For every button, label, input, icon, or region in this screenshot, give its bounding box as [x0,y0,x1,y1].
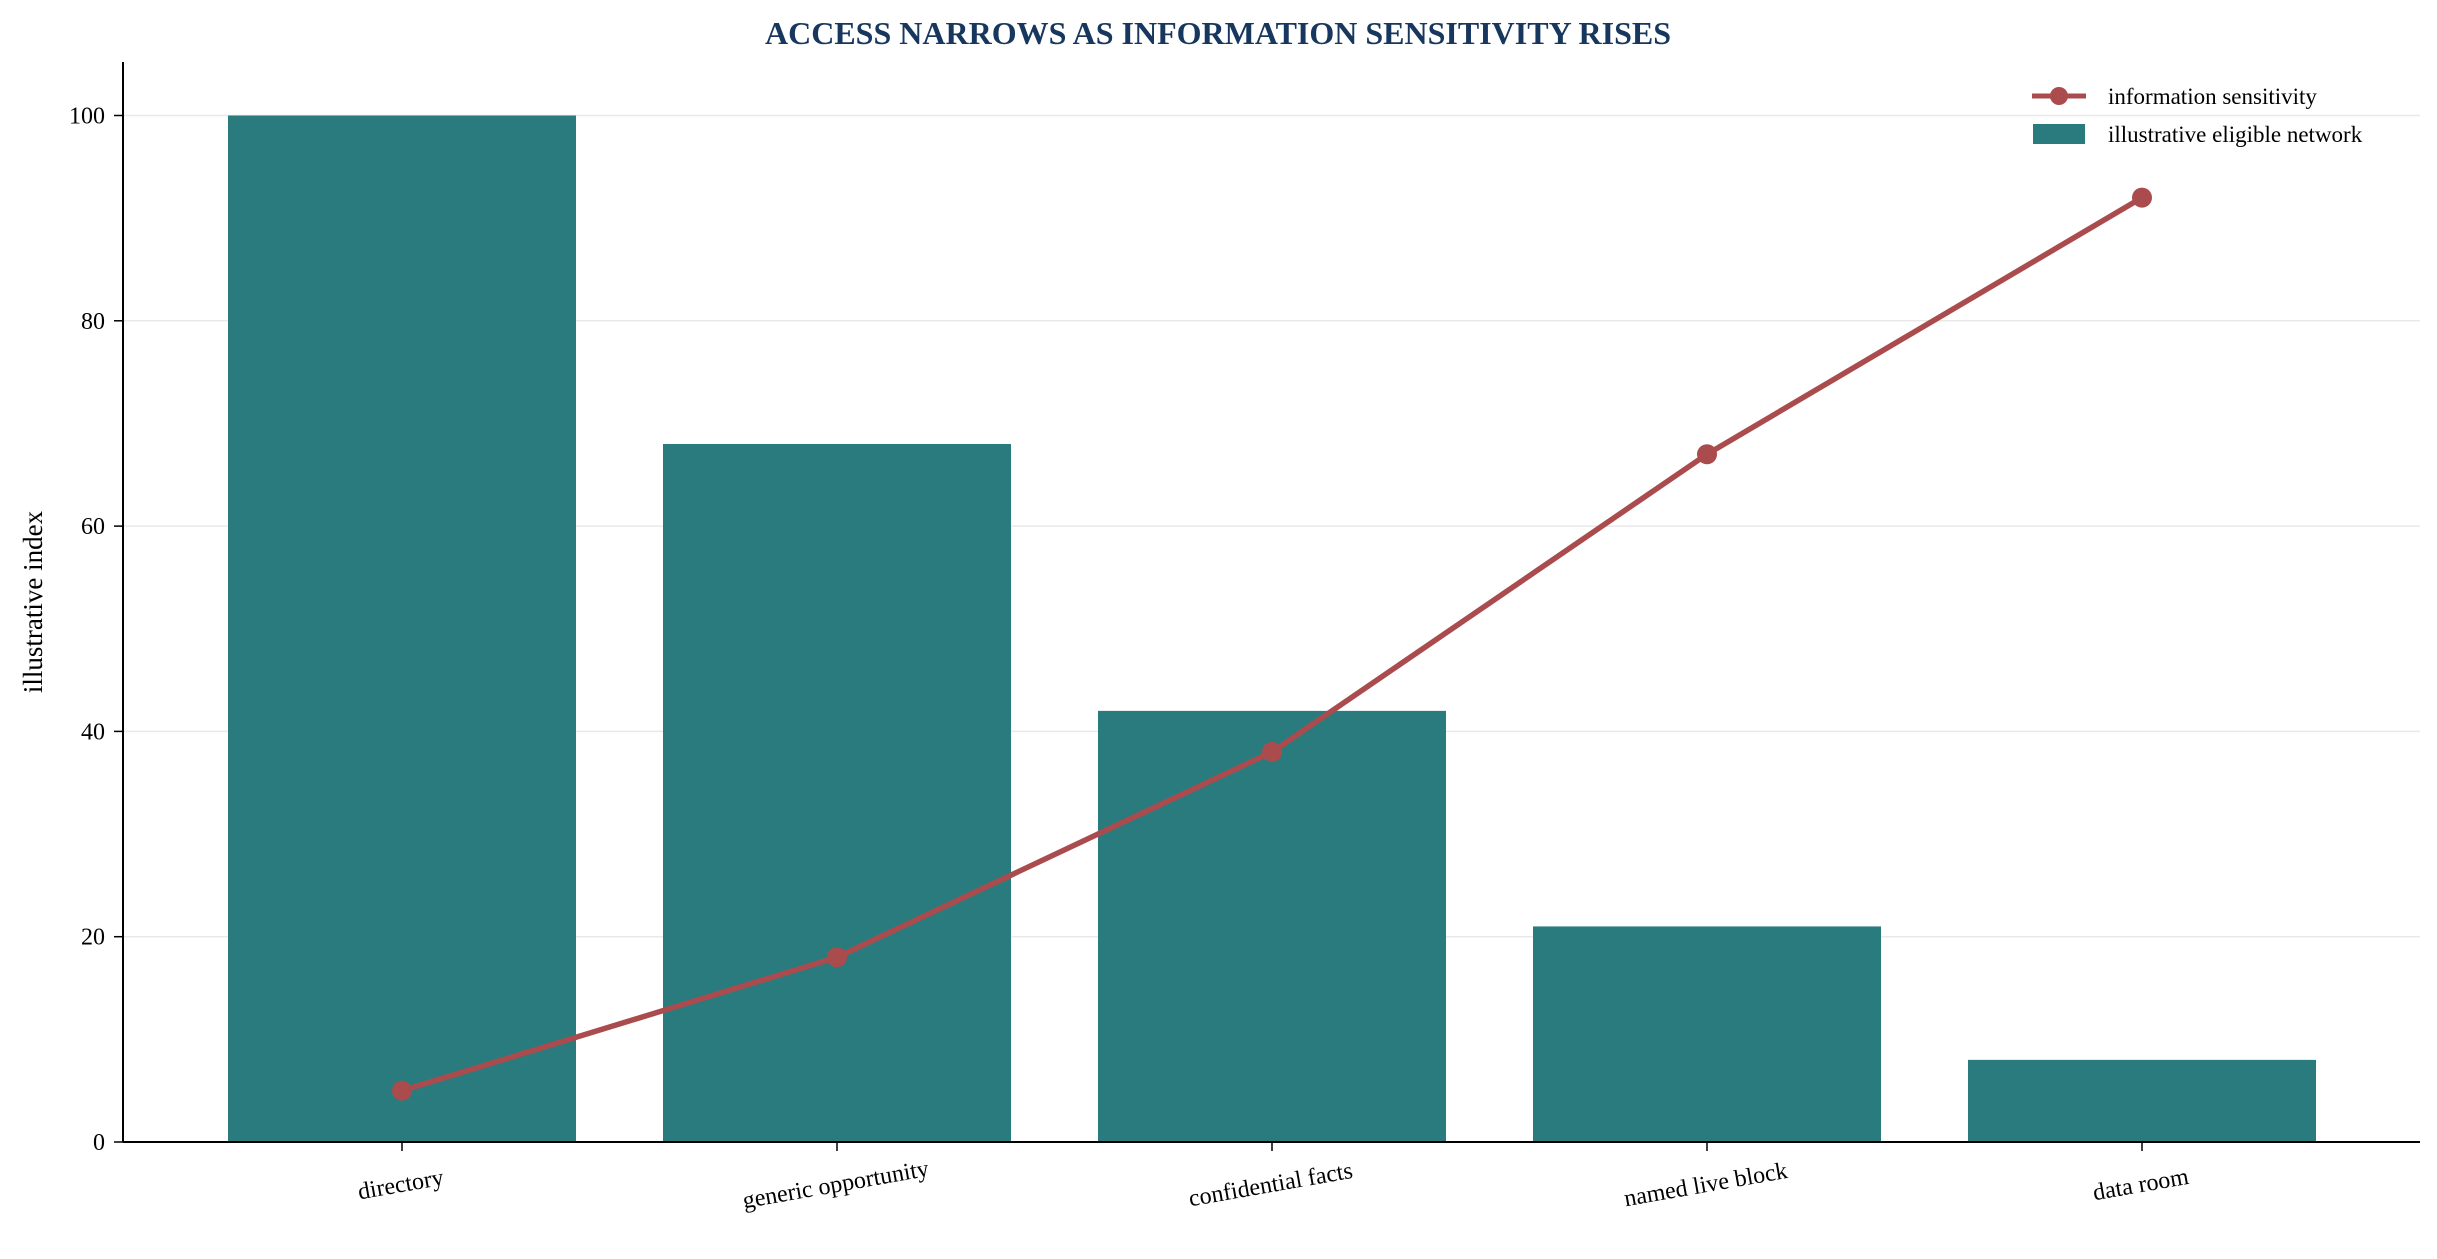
y-tick-label: 20 [81,925,105,951]
sensitivity-point [2132,187,2152,208]
bars [228,115,2316,1143]
y-ticks: 0 20 40 60 80 100 [69,104,123,1156]
bar-confidential-facts [1098,710,1446,1142]
sensitivity-point [827,947,847,968]
y-tick-label: 40 [81,719,105,745]
legend-item-line: information sensitivity [2032,84,2317,109]
y-tick-label: 80 [81,309,105,335]
bar-generic-opportunity [663,443,1011,1143]
legend-line-label: information sensitivity [2108,84,2317,109]
legend-line-marker [2050,87,2068,105]
y-tick-label: 100 [69,104,105,130]
legend-bar-label: illustrative eligible network [2108,122,2363,147]
bar-data-room [1968,1059,2316,1142]
bar-named-live-block [1533,926,1881,1142]
legend-bar-swatch [2033,124,2085,144]
sensitivity-point [392,1080,412,1101]
y-axis-label: illustrative index [18,510,48,693]
y-tick-label: 60 [81,514,105,540]
bar-directory [228,115,576,1142]
sensitivity-point [1697,444,1717,465]
legend-item-bar: illustrative eligible network [2033,122,2363,147]
chart-title: ACCESS NARROWS AS INFORMATION SENSITIVIT… [765,15,1671,51]
y-tick-label: 0 [93,1130,105,1156]
sensitivity-line-group [392,187,2152,1101]
sensitivity-point [1262,741,1282,762]
legend: information sensitivity illustrative eli… [2032,84,2363,147]
